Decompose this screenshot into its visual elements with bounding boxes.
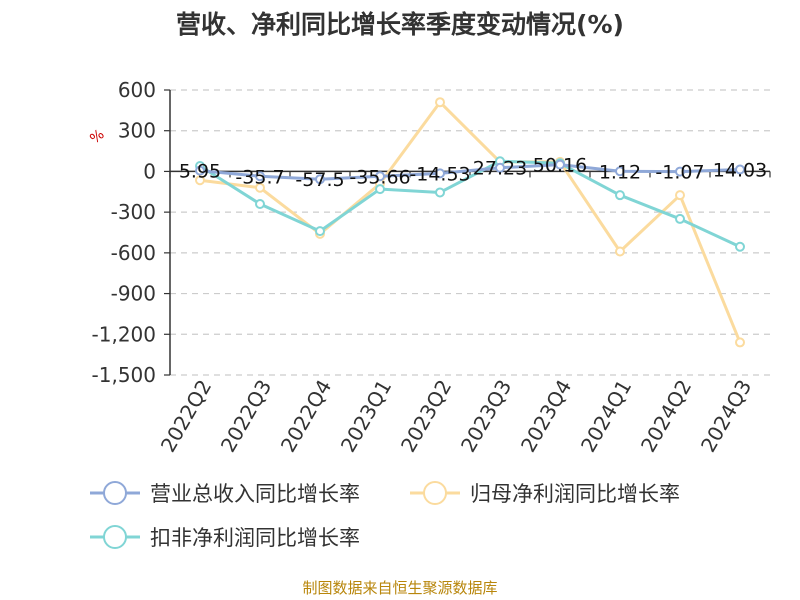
data-label: -1.07	[655, 162, 704, 184]
data-point	[555, 159, 565, 170]
series-line	[199, 159, 741, 249]
legend-label: 归母净利润同比增长率	[470, 482, 680, 506]
data-label: -35.66	[349, 166, 410, 188]
y-tick-label: -1,200	[92, 322, 156, 346]
data-label: -57.5	[295, 169, 344, 191]
y-tick-label: -900	[111, 282, 156, 306]
data-label: -35.7	[235, 166, 284, 188]
series-line	[199, 163, 741, 181]
data-point	[435, 187, 445, 198]
data-point	[195, 175, 205, 186]
data-point	[435, 168, 445, 179]
legend-label: 扣非净利润同比增长率	[150, 526, 360, 550]
data-point	[495, 162, 505, 173]
y-tick-label: 0	[143, 159, 156, 183]
x-tick-label: 2022Q4	[276, 376, 336, 457]
legend-marker	[103, 525, 127, 549]
data-point	[315, 226, 325, 237]
legend-marker	[103, 481, 127, 505]
data-point	[195, 165, 205, 176]
y-axis: 600 300 0 -300 -600 -900 -1,200 -1,500	[92, 78, 171, 387]
data-point	[435, 97, 445, 108]
data-point	[255, 199, 265, 209]
x-tick-label: 2024Q3	[696, 376, 756, 457]
y-tick-label: -600	[111, 241, 156, 265]
x-tick-label: 2024Q1	[576, 376, 636, 457]
data-label: -14.53	[409, 163, 470, 185]
data-point	[375, 171, 385, 182]
source-note: 制图数据来自恒生聚源数据库	[302, 579, 497, 597]
x-tick-label: 2023Q4	[516, 376, 576, 457]
data-point	[675, 213, 685, 224]
data-point	[255, 182, 265, 193]
data-point	[615, 190, 625, 201]
legend-marker	[423, 481, 447, 505]
x-tick-label: 2022Q3	[216, 376, 276, 457]
x-tick-label: 2023Q3	[456, 376, 516, 457]
x-tick-label: 2022Q2	[156, 376, 216, 457]
data-label: 27.23	[473, 158, 527, 180]
chart-title: 营收、净利同比增长率季度变动情况(%)	[176, 10, 624, 39]
data-label: 14.03	[713, 160, 767, 182]
x-tick-label: 2024Q2	[636, 376, 696, 457]
data-point	[735, 164, 745, 175]
x-tick-label: 2023Q1	[336, 376, 396, 457]
data-point	[315, 174, 325, 185]
y-tick-label: 600	[118, 78, 156, 102]
series-group	[195, 97, 745, 348]
data-labels: 5.95 -35.7 -57.5 -35.66-14.53 27.23 50.16 1.12…	[179, 155, 767, 192]
data-point	[675, 166, 685, 177]
data-point	[255, 171, 265, 182]
data-point	[735, 337, 745, 348]
data-point	[375, 184, 385, 195]
x-tick-label: 2023Q2	[396, 376, 456, 457]
y-tick-label: -300	[111, 200, 156, 224]
y-tick-label: -1,500	[92, 363, 156, 387]
x-axis: 2022Q2 2022Q3 2022Q4 2023Q1 2023Q2 2023Q3 2023…	[156, 170, 771, 457]
grid-lines	[170, 89, 770, 376]
series-line	[199, 100, 742, 343]
data-point	[675, 190, 685, 201]
y-axis-unit: %	[87, 127, 107, 148]
data-point	[615, 166, 625, 177]
data-point	[615, 246, 625, 257]
data-point	[735, 241, 745, 252]
y-tick-label: 300	[118, 119, 156, 143]
data-label: 1.12	[599, 161, 641, 183]
data-label: 50.16	[533, 155, 587, 177]
data-label: 5.95	[179, 161, 221, 183]
legend-label: 营业总收入同比增长率	[150, 482, 360, 506]
